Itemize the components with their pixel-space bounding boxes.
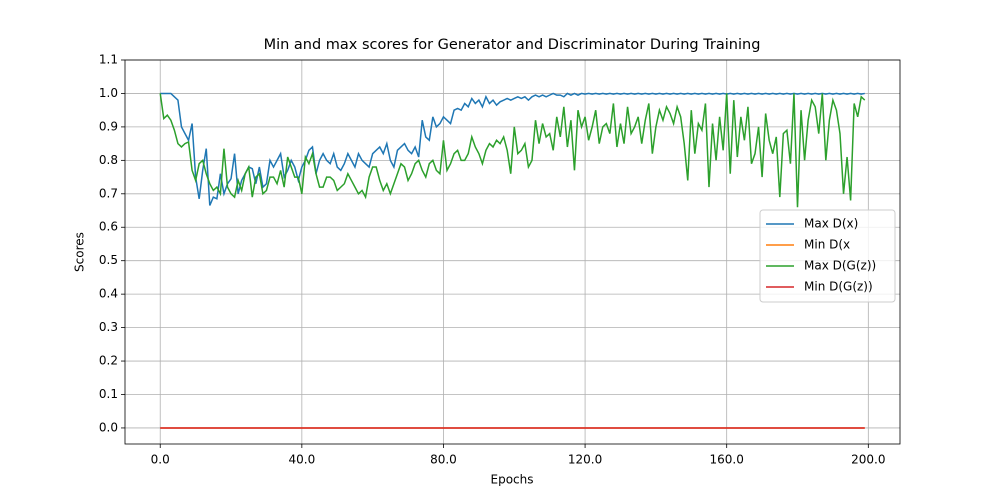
- y-tick-label: 1.1: [99, 53, 118, 67]
- y-tick-label: 0.5: [99, 253, 118, 267]
- y-tick-label: 0.6: [99, 220, 118, 234]
- y-tick-label: 0.1: [99, 387, 118, 401]
- data-line: [160, 92, 865, 206]
- y-tick-label: 0.8: [99, 153, 118, 167]
- y-tick-label: 1.0: [99, 86, 118, 100]
- y-tick-label: 0.9: [99, 119, 118, 133]
- x-tick-label: 0.0: [151, 453, 170, 467]
- y-tick-label: 0.4: [99, 287, 118, 301]
- legend-label: Min D(x: [804, 238, 850, 252]
- y-tick-label: 0.2: [99, 354, 118, 368]
- x-axis-label: Epochs: [491, 473, 534, 487]
- x-tick-label: 40.0: [288, 453, 315, 467]
- x-tick-label: 200.0: [851, 453, 885, 467]
- legend-label: Max D(G(z)): [804, 259, 876, 273]
- plot-frame: [124, 59, 901, 445]
- chart-title: Min and max scores for Generator and Dis…: [264, 37, 761, 53]
- data-line: [159, 93, 866, 208]
- y-axis-label: Scores: [73, 232, 87, 272]
- y-tick-label: 0.7: [99, 186, 118, 200]
- legend: Max D(x) Min D(x Max D(G(z)) Min D(G(z)): [759, 209, 896, 303]
- legend-label: Max D(x): [804, 217, 858, 231]
- x-tick-label: 80.0: [430, 453, 457, 467]
- legend-label: Min D(G(z)): [804, 280, 873, 294]
- y-tick-label: 0.0: [99, 420, 118, 434]
- x-tick-label: 120.0: [568, 453, 602, 467]
- x-tick-label: 160.0: [710, 453, 744, 467]
- y-tick-label: 0.3: [99, 320, 118, 334]
- legend-box: [759, 209, 896, 303]
